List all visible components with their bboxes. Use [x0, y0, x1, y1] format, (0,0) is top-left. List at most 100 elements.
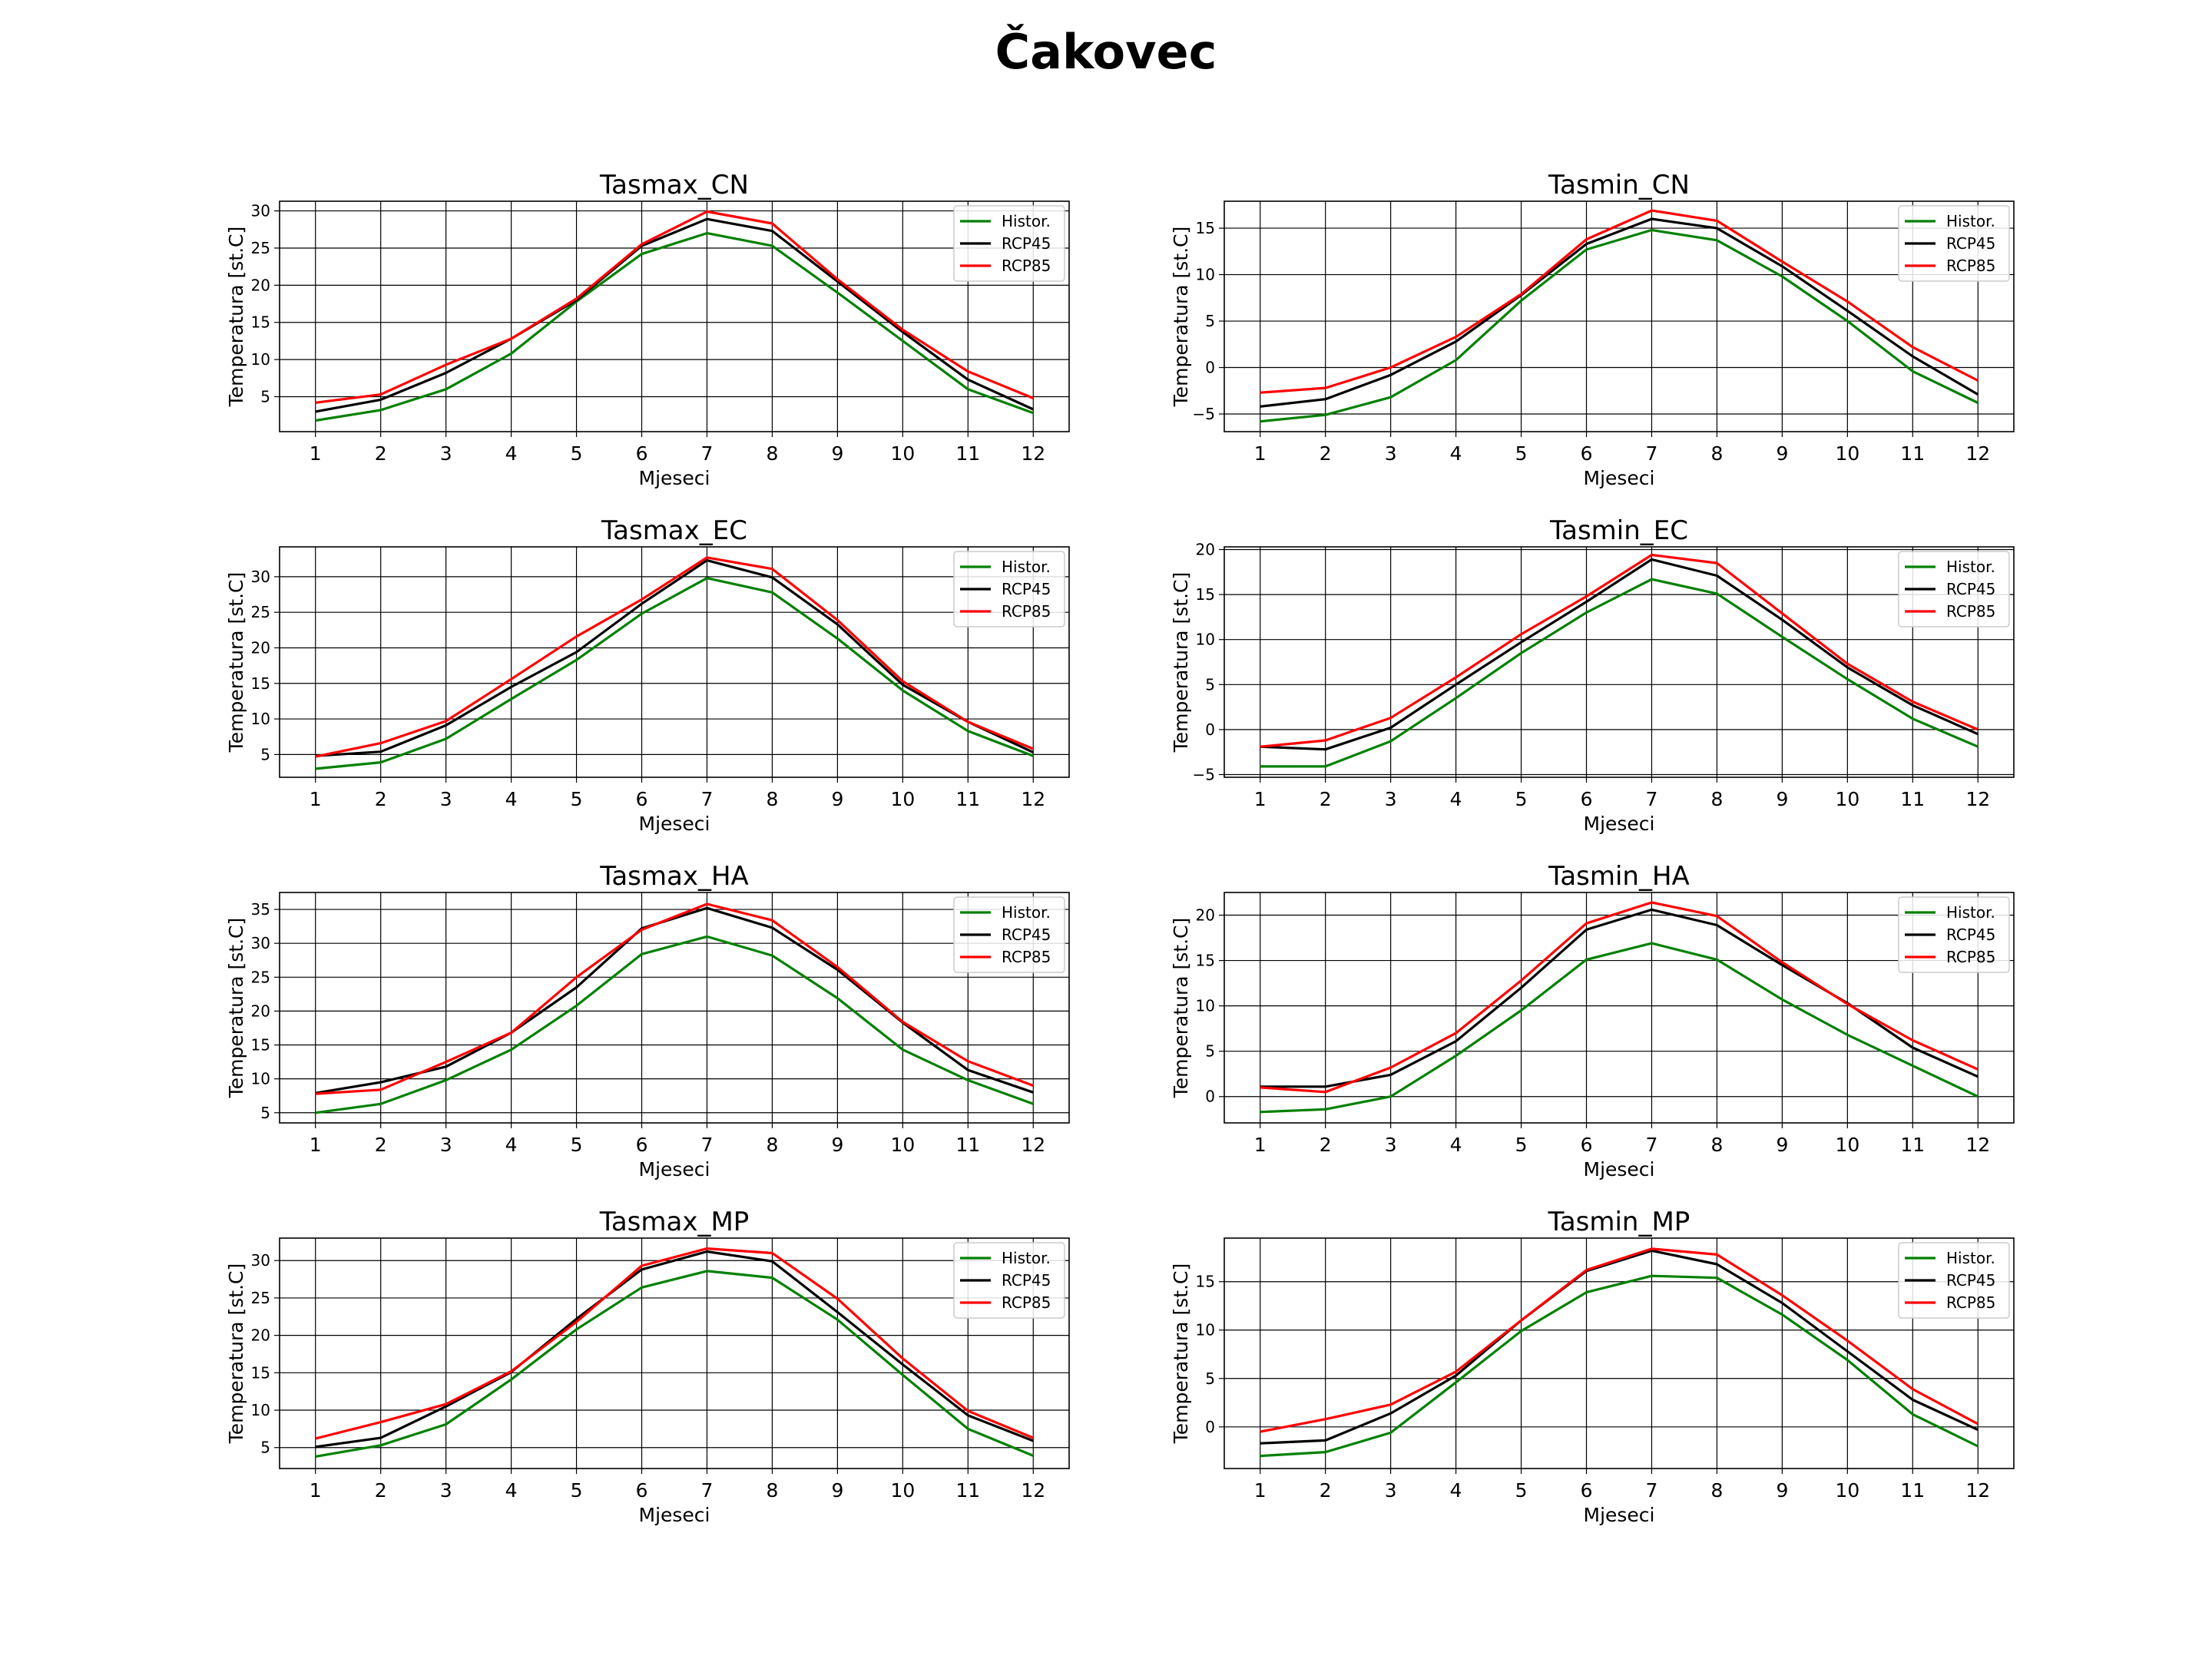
subplot: 1 2 3 4 5 6 7 8 9 10 11 1251015202530Tasmax_MPMjese…	[225, 1207, 1070, 1526]
y-tick-label: 20	[251, 638, 270, 657]
legend-label: Histor.	[1002, 212, 1051, 230]
subplot: 1 2 3 4 5 6 7 8 9 10 11 1251015202530Tasmax_ECMjese…	[225, 515, 1070, 835]
subplot-title: Tasmax_CN	[599, 170, 749, 200]
x-tick-label: 4	[1450, 442, 1462, 465]
x-tick-label: 2	[1320, 788, 1332, 810]
y-tick-label: 15	[1196, 1273, 1215, 1291]
y-axis-label: Temperatura [st.C]	[225, 918, 247, 1099]
y-tick-label: 5	[1205, 675, 1215, 694]
x-tick-label: 5	[571, 1134, 583, 1156]
x-tick-label: 1	[310, 1134, 322, 1156]
legend: Histor. RCP45 RCP85	[953, 1242, 1065, 1319]
x-tick-label: 5	[1515, 1479, 1528, 1502]
legend: Histor. RCP45 RCP85	[953, 551, 1065, 628]
legend: Histor. RCP45 RCP85	[1898, 896, 2010, 973]
x-tick-label: 7	[1646, 442, 1658, 465]
x-tick-label: 7	[701, 442, 714, 465]
x-tick-label: 2	[375, 1134, 387, 1156]
series-line	[1260, 578, 1979, 768]
subplot-title: Tasmin_MP	[1548, 1207, 1690, 1237]
legend-label: Histor.	[1002, 558, 1051, 576]
x-tick-label: 8	[766, 1479, 778, 1502]
x-tick-label: 11	[1900, 1479, 1925, 1502]
axes-frame	[279, 1237, 1070, 1469]
subplot-title: Tasmin_CN	[1548, 170, 1690, 200]
legend-label: RCP85	[1002, 948, 1051, 966]
y-tick-label: 25	[251, 1289, 270, 1307]
y-axis-label: Temperatura [st.C]	[1170, 227, 1192, 408]
series-line	[315, 906, 1034, 1094]
x-tick-label: 3	[440, 1479, 452, 1502]
legend-label: RCP45	[1002, 1271, 1051, 1290]
y-tick-label: 35	[251, 900, 270, 919]
legend-label: RCP45	[1946, 234, 1995, 253]
y-tick-label: 30	[251, 568, 270, 586]
axes-frame	[279, 892, 1070, 1124]
x-tick-label: 8	[1710, 1479, 1723, 1502]
y-tick-label: 30	[251, 1251, 270, 1270]
legend-box	[1898, 551, 2010, 628]
y-tick-label: 10	[1196, 1321, 1215, 1339]
series-line	[315, 1270, 1034, 1458]
x-tick-label: 9	[1776, 1134, 1788, 1156]
series-line	[315, 232, 1034, 422]
x-tick-label: 1	[1254, 1134, 1267, 1156]
series-line	[315, 577, 1034, 770]
x-tick-label: 8	[1710, 788, 1723, 810]
x-tick-label: 4	[1450, 788, 1462, 810]
x-tick-label: 11	[955, 1134, 980, 1156]
x-tick-label: 6	[1581, 1134, 1593, 1156]
x-tick-label: 8	[1710, 442, 1723, 465]
series-line	[1260, 908, 1979, 1088]
x-tick-label: 5	[1515, 788, 1528, 810]
legend-label: Histor.	[1946, 1249, 1995, 1267]
x-tick-label: 2	[1320, 442, 1332, 465]
legend-label: RCP85	[1946, 948, 1995, 966]
subplot-title: Tasmax_HA	[599, 861, 749, 892]
legend-label: RCP45	[1946, 926, 1995, 944]
x-tick-label: 1	[1254, 788, 1267, 810]
x-tick-label: 12	[1965, 1479, 1990, 1502]
y-tick-label: 20	[1196, 906, 1215, 925]
legend-label: Histor.	[1002, 903, 1051, 922]
subplot: 1 2 3 4 5 6 7 8 9 10 11 1205101520Tasmin_HAMjeseciT…	[1170, 861, 2015, 1181]
legend-box	[1898, 205, 2010, 282]
x-tick-label: 6	[636, 1479, 648, 1502]
x-tick-label: 2	[1320, 1479, 1332, 1502]
series-line	[315, 210, 1034, 404]
x-axis-label: Mjeseci	[639, 813, 710, 835]
x-tick-label: 1	[1254, 442, 1267, 465]
y-axis-label: Temperatura [st.C]	[1170, 1263, 1192, 1445]
y-tick-label: 30	[251, 934, 270, 952]
x-tick-label: 12	[1021, 788, 1045, 810]
x-tick-label: 2	[375, 442, 387, 465]
axes-frame	[279, 546, 1070, 778]
y-tick-label: 15	[251, 1036, 270, 1055]
axes-frame	[279, 200, 1070, 432]
legend-label: Histor.	[1946, 212, 1995, 230]
subplot: 1 2 3 4 5 6 7 8 9 10 11 12051015Tasmin_MPMjeseciTem…	[1170, 1207, 2015, 1526]
legend-box	[1898, 896, 2010, 973]
x-tick-label: 4	[505, 1134, 518, 1156]
series-line	[1260, 209, 1979, 394]
x-tick-label: 1	[310, 788, 322, 810]
legend-label: Histor.	[1002, 1249, 1051, 1267]
subplot: 1 2 3 4 5 6 7 8 9 10 11 12−5051015Tasmin_CNMjeseciT…	[1170, 170, 2015, 489]
series-line	[1260, 1247, 1979, 1433]
y-tick-label: 10	[251, 1070, 270, 1088]
y-tick-label: 20	[251, 1326, 270, 1345]
x-axis-label: Mjeseci	[1584, 467, 1655, 489]
subplot: 1 2 3 4 5 6 7 8 9 10 11 125101520253035Tasmax_HAMje…	[225, 861, 1070, 1181]
x-tick-label: 10	[890, 1134, 915, 1156]
legend-label: RCP45	[1002, 926, 1051, 944]
x-tick-label: 3	[1385, 1479, 1397, 1502]
legend-box	[953, 205, 1065, 282]
x-tick-label: 10	[890, 788, 915, 810]
series-line	[315, 1247, 1034, 1440]
x-tick-label: 3	[440, 1134, 452, 1156]
subplot-title: Tasmax_EC	[601, 515, 747, 546]
legend: Histor. RCP45 RCP85	[953, 896, 1065, 973]
x-tick-label: 9	[831, 1134, 843, 1156]
x-tick-label: 3	[1385, 788, 1397, 810]
